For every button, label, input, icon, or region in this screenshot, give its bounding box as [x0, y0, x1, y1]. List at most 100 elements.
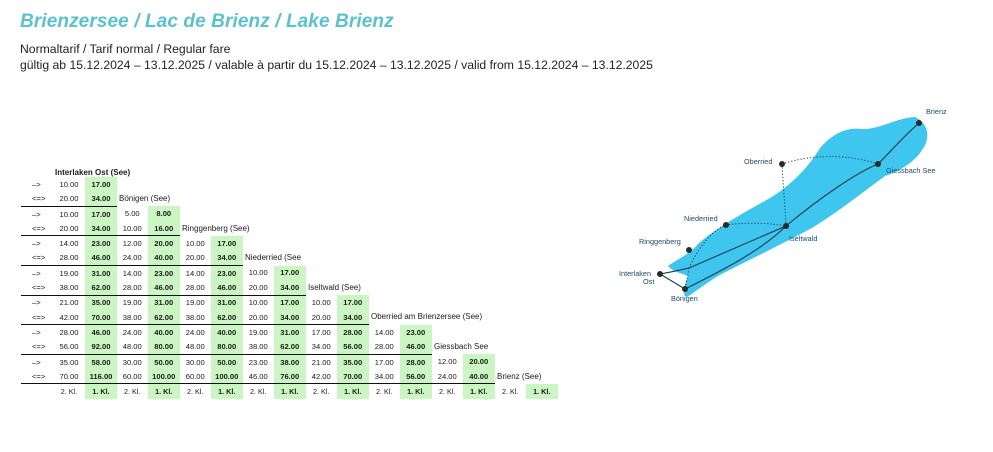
oneway-label: –> [32, 298, 41, 308]
station-text: Niederried (See [245, 253, 302, 263]
lake-shape [668, 117, 928, 297]
fare-row-oneway: –> 21.00 35.00 19.00 31.00 19.00 31.00 10.00 17.… [21, 295, 621, 321]
fare-1st-class: 35.00 [85, 295, 117, 310]
fare-2nd-class: 10.00 [248, 268, 268, 278]
fare-2nd-class: 10.00 [59, 179, 79, 189]
fare-1st-class: 34.00 [85, 191, 117, 207]
fare-2nd-class: 60.00 [117, 369, 148, 385]
fare-1st-class: 40.00 [147, 324, 180, 340]
station-dot-interlaken [657, 271, 663, 277]
class-label-1st: 1. Kl. [85, 383, 117, 399]
fare-1st-class: 31.00 [210, 295, 243, 310]
fare-2nd-class: 14.00 [122, 268, 142, 278]
fare-1st-class: 34.00 [210, 250, 243, 267]
fare-1st-class: 80.00 [147, 339, 180, 355]
fare-1st-class: 34.00 [273, 309, 306, 326]
fare-header-row: Interlaken Ost (See) [21, 163, 621, 177]
station-dot-oberried [779, 161, 785, 167]
fare-1st-class: 92.00 [85, 339, 117, 355]
fare-1st-class: 100.00 [147, 369, 180, 385]
fare-1st-class: 62.00 [85, 280, 117, 296]
oneway-label: –> [32, 357, 41, 367]
origin-station-text: Interlaken Ost (See) [55, 167, 131, 177]
class-label-2nd: 2. Kl. [313, 387, 330, 397]
fare-2nd-class: 20.00 [53, 191, 85, 207]
station-dot-ringgenberg [686, 247, 692, 253]
oneway-label: –> [32, 268, 41, 278]
fare-1st-class: 70.00 [85, 309, 117, 326]
fare-2nd-class: 20.00 [180, 250, 211, 267]
fare-2nd-class: 38.00 [180, 309, 211, 326]
fare-row-oneway: –> 10.00 17.00 5.00 8.00 Ringgenberg (See) [21, 206, 621, 233]
fare-2nd-class: 14.00 [59, 239, 79, 249]
class-label-1st: 1. Kl. [210, 383, 243, 399]
station-text: Ringgenberg (See) [182, 223, 250, 233]
spacer [21, 384, 53, 399]
fare-1st-class: 34.00 [273, 280, 306, 296]
fare-2nd-class: 5.00 [124, 209, 140, 219]
fare-2nd-class: 21.00 [59, 298, 79, 308]
fare-2nd-class: 34.00 [306, 339, 337, 355]
oneway-label: –> [32, 239, 41, 249]
fare-1st-class: 23.00 [399, 324, 432, 340]
class-label-2nd: 2. Kl. [376, 387, 393, 397]
map-label-interlaken: Interlaken [619, 269, 651, 278]
return-label: <=> [21, 309, 53, 326]
fare-2nd-class: 10.00 [248, 298, 268, 308]
page-title: Brienzersee / Lac de Brienz / Lake Brien… [20, 11, 394, 32]
fare-1st-class: 17.00 [273, 295, 306, 310]
fare-2nd-class: 23.00 [248, 357, 268, 367]
fare-2nd-class: 10.00 [185, 238, 205, 248]
class-label-2nd: 2. Kl. [250, 387, 267, 397]
fare-1st-class: 31.00 [85, 265, 117, 281]
fare-1st-class: 56.00 [336, 339, 369, 355]
fare-1st-class: 116.00 [85, 369, 117, 385]
fare-1st-class: 62.00 [147, 309, 180, 326]
route-iseltwald-bonigen [659, 225, 787, 290]
fare-1st-class: 50.00 [210, 354, 243, 370]
station-dot-giessbach [875, 161, 881, 167]
fare-2nd-class: 17.00 [311, 327, 331, 337]
fare-1st-class: 62.00 [273, 339, 306, 355]
fare-row-oneway: –> 35.00 58.00 30.00 50.00 30.00 50.00 23.00 38.… [21, 354, 621, 381]
fare-1st-class: 31.00 [147, 295, 180, 310]
fare-1st-class: 40.00 [210, 324, 243, 340]
fare-1st-class: 17.00 [336, 295, 369, 310]
station-label: Giessbach See [432, 325, 558, 355]
fare-1st-class: 46.00 [399, 339, 432, 355]
fare-2nd-class: 46.00 [243, 369, 274, 385]
fare-2nd-class: 14.00 [185, 268, 205, 278]
station-label: Niederried (See [243, 236, 558, 266]
fare-2nd-class: 10.00 [117, 221, 148, 237]
map-label-ost: Ost [643, 277, 654, 286]
station-text: Oberried am Brienzersee (See) [371, 312, 483, 322]
fare-2nd-class: 48.00 [117, 339, 148, 355]
fare-2nd-class: 20.00 [243, 280, 274, 296]
fare-1st-class: 17.00 [85, 177, 117, 192]
fare-2nd-class: 19.00 [122, 298, 142, 308]
fare-1st-class: 28.00 [336, 324, 369, 340]
fare-2nd-class: 24.00 [117, 250, 148, 267]
station-dot-iseltwald [783, 223, 789, 229]
fare-row-oneway: –> 19.00 31.00 14.00 23.00 14.00 23.00 10.00 17.… [21, 265, 621, 292]
fare-1st-class: 40.00 [462, 369, 495, 385]
fare-1st-class: 46.00 [210, 280, 243, 296]
fare-2nd-class: 35.00 [59, 357, 79, 367]
fare-2nd-class: 17.00 [374, 357, 394, 367]
fare-1st-class: 58.00 [85, 354, 117, 370]
fare-1st-class: 23.00 [85, 235, 117, 251]
fare-2nd-class: 10.00 [311, 298, 331, 308]
map-label-brienz: Brienz [926, 107, 947, 116]
map-label-bonigen: Bönigen [671, 294, 698, 303]
station-label: Oberried am Brienzersee (See) [369, 295, 558, 325]
fare-1st-class: 80.00 [210, 339, 243, 355]
fare-2nd-class: 20.00 [306, 309, 337, 326]
class-label-1st: 1. Kl. [147, 383, 180, 399]
fare-1st-class: 20.00 [147, 235, 180, 251]
fare-2nd-class: 28.00 [369, 339, 400, 355]
class-label-1st: 1. Kl. [525, 383, 558, 399]
fare-1st-class: 46.00 [147, 280, 180, 296]
fare-2nd-class: 24.00 [185, 327, 205, 337]
fare-row-oneway: –> 28.00 46.00 24.00 40.00 24.00 40.00 19.00 31.… [21, 324, 621, 351]
class-label-1st: 1. Kl. [273, 383, 306, 399]
